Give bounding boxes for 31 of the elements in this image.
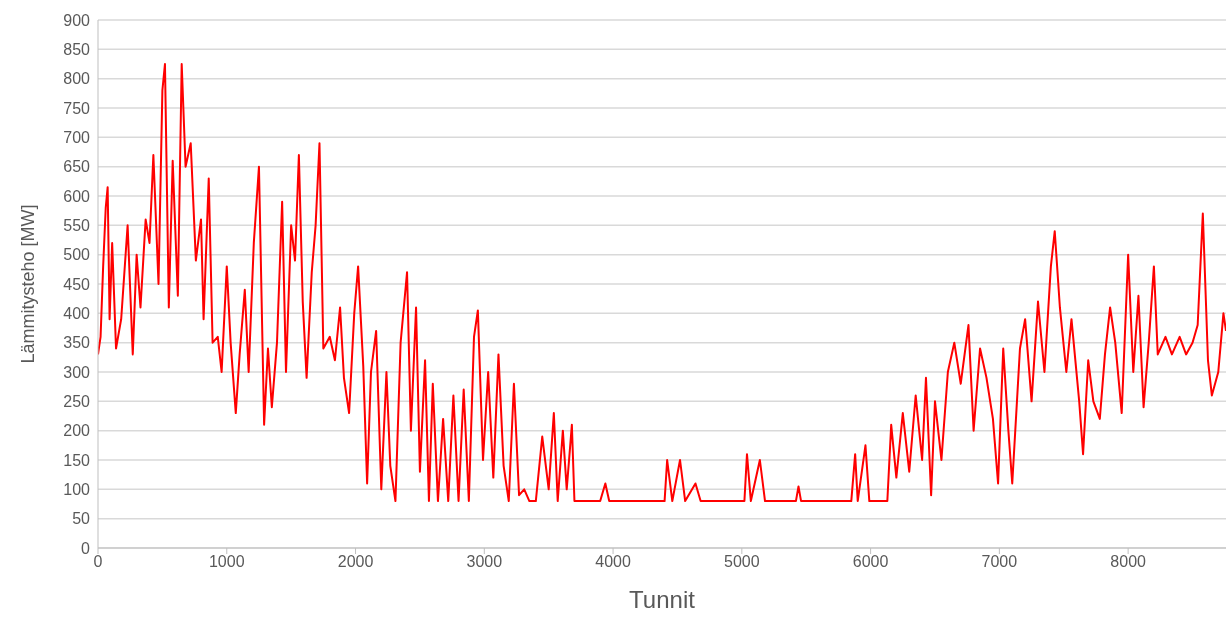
line-series (98, 63, 1226, 503)
y-tick-label: 350 (63, 334, 91, 352)
x-tick-label: 6000 (852, 553, 889, 571)
y-tick-label: 700 (63, 129, 91, 147)
y-tick-label: 500 (63, 246, 91, 264)
y-tick-label: 900 (63, 11, 91, 29)
x-tick-label: 2000 (337, 553, 374, 571)
y-tick-label: 250 (63, 393, 91, 411)
x-tick-label: 7000 (981, 553, 1018, 571)
y-tick-label: 400 (63, 305, 91, 323)
x-tick-label: 1000 (208, 553, 245, 571)
y-tick-label: 850 (63, 41, 91, 59)
y-tick-label: 50 (72, 510, 91, 528)
y-tick-label: 750 (63, 99, 91, 117)
y-axis-title: Lämmitysteho [MW] (18, 204, 39, 364)
y-tick-label: 0 (81, 539, 91, 557)
y-tick-label: 300 (63, 363, 91, 381)
y-tick-label: 600 (63, 187, 91, 205)
x-tick-label: 4000 (595, 553, 631, 571)
x-tick-label: 8000 (1110, 553, 1147, 571)
x-tick-label: 5000 (724, 553, 760, 571)
y-tick-label: 100 (63, 481, 91, 499)
y-tick-label: 800 (63, 70, 91, 88)
y-tick-label: 550 (63, 217, 91, 235)
x-axis-title: Tunnit (629, 586, 696, 613)
y-tick-label: 650 (63, 158, 91, 176)
y-tick-label: 200 (63, 422, 91, 440)
y-tick-label: 150 (63, 451, 91, 469)
x-tick-label: 0 (93, 553, 103, 571)
x-tick-label: 3000 (466, 553, 503, 571)
y-tick-label: 450 (63, 275, 91, 293)
